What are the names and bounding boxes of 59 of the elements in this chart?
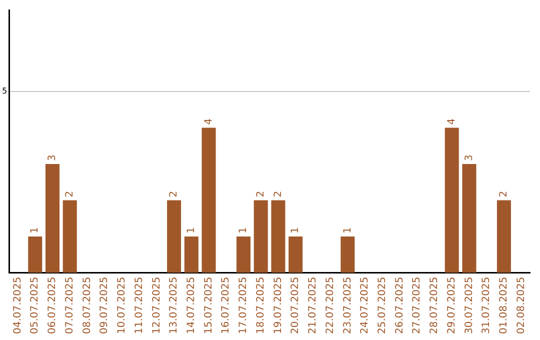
bar [254, 200, 268, 273]
x-tick-label: 25.07.2025 [377, 276, 388, 334]
data-label: 2 [272, 190, 284, 198]
x-tick-label: 26.07.2025 [394, 276, 406, 334]
x-tick-label: 31.07.2025 [481, 276, 492, 334]
data-label: 1 [30, 227, 41, 234]
x-tick-label: 17.07.2025 [238, 276, 250, 334]
data-label: 1 [186, 227, 197, 234]
x-tick-label: 22.07.2025 [324, 276, 336, 334]
x-tick-label: 19.07.2025 [272, 276, 284, 334]
x-tick-label: 23.07.2025 [342, 276, 354, 334]
bar [62, 200, 77, 273]
x-tick-label: 29.07.2025 [446, 276, 458, 334]
bar [236, 236, 251, 273]
bar [271, 200, 286, 273]
x-tick-label: 14.07.2025 [186, 276, 197, 334]
bar [28, 236, 42, 273]
x-tick-label: 01.08.2025 [498, 276, 510, 334]
bar [202, 128, 216, 273]
x-tick-label: 11.07.2025 [134, 276, 145, 334]
data-label: 1 [238, 227, 250, 234]
bar [496, 200, 511, 273]
bar [167, 200, 182, 273]
x-tick-label: 24.07.2025 [360, 276, 371, 334]
x-tick-label: 18.07.2025 [255, 276, 266, 334]
x-tick-label: 21.07.2025 [308, 276, 319, 334]
x-tick-label: 05.07.2025 [30, 276, 41, 334]
x-tick-label: 16.07.2025 [220, 276, 232, 334]
x-tick-label: 30.07.2025 [464, 276, 475, 334]
data-label: 2 [168, 190, 180, 198]
bar [444, 128, 459, 273]
bar [288, 236, 303, 273]
data-label: 1 [342, 227, 354, 234]
bar [340, 236, 355, 273]
bar [184, 236, 198, 273]
y-tick-label: 5 [2, 86, 8, 96]
data-label: 4 [446, 118, 458, 125]
data-label: 2 [64, 190, 76, 198]
data-label: 1 [290, 227, 302, 234]
x-tick-label: 12.07.2025 [151, 276, 162, 334]
x-tick-label: 13.07.2025 [168, 276, 180, 334]
x-tick-label: 15.07.2025 [203, 276, 214, 334]
data-label: 4 [203, 118, 214, 125]
x-tick-label: 04.07.2025 [12, 276, 24, 334]
data-label: 3 [464, 154, 475, 162]
data-label: 2 [255, 190, 266, 198]
bar [462, 164, 476, 273]
x-tick-label: 27.07.2025 [412, 276, 423, 334]
x-tick-label: 20.07.2025 [290, 276, 302, 334]
x-tick-label: 06.07.2025 [47, 276, 58, 334]
x-tick-label: 10.07.2025 [116, 276, 128, 334]
bar [45, 164, 60, 273]
data-label: 2 [498, 190, 510, 198]
x-tick-label: 07.07.2025 [64, 276, 76, 334]
x-tick-label: 08.07.2025 [82, 276, 93, 334]
data-label: 3 [47, 154, 58, 162]
x-tick-label: 02.08.2025 [516, 276, 527, 334]
x-tick-label: 28.07.2025 [429, 276, 440, 334]
x-tick-label: 09.07.2025 [99, 276, 110, 334]
